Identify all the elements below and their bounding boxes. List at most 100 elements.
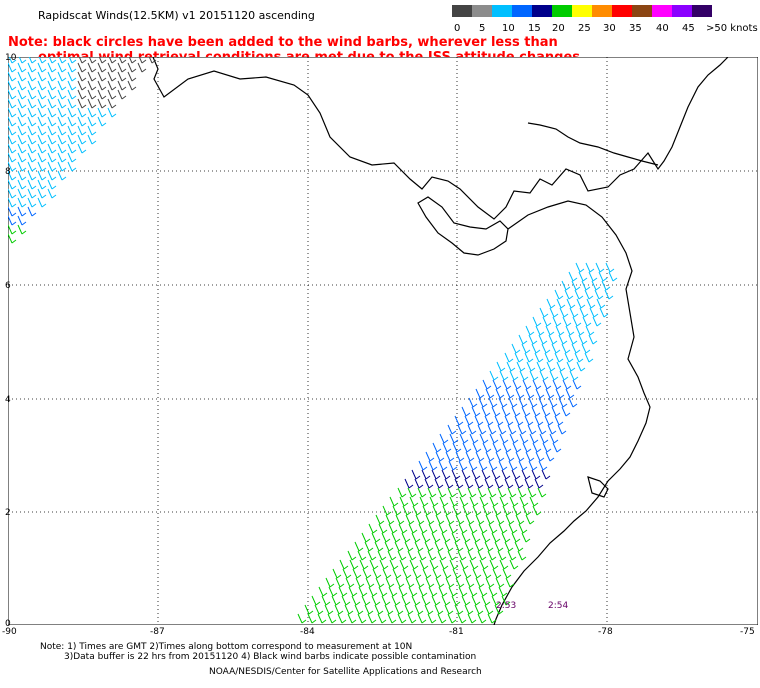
wind-barb [17,143,27,154]
wind-barb [541,406,551,417]
wind-barb [98,57,107,64]
wind-barb [37,170,47,181]
wind-barb [354,604,364,615]
wind-barb [454,478,464,489]
wind-barb [508,460,518,471]
wind-barb [448,523,458,534]
wind-barb [394,541,404,552]
wind-barb [339,559,349,570]
pass-time-1: 2:53 [496,601,517,611]
wind-barb [8,125,17,136]
wind-barb [494,604,504,615]
wind-barb [27,89,37,100]
wind-barb [525,514,535,525]
wind-barb [452,568,462,579]
wind-barb [17,161,27,172]
legend-swatch [512,5,532,17]
wind-barb [404,604,414,615]
wind-barb [57,161,67,172]
wind-barb [57,71,67,82]
wind-barb [481,532,491,543]
wind-barb [586,298,596,309]
wind-barb [8,179,17,190]
wind-barb [57,107,67,118]
wind-barb [481,595,491,606]
wind-barb [77,98,87,109]
wind-barb [428,460,438,471]
wind-barb [515,451,525,462]
wind-barb [506,361,516,372]
wind-barb [17,80,27,91]
wind-barb [499,559,509,570]
wind-barb [452,505,462,516]
wind-barb [408,586,418,597]
wind-barb [391,595,401,606]
wind-barb [428,523,438,534]
wind-barb [499,433,509,444]
wind-barb [459,559,469,570]
wind-barb [27,116,37,127]
wind-barb [77,107,87,118]
wind-barb [538,334,548,345]
wind-barb [18,57,27,64]
wind-barb [535,451,545,462]
wind-barb [519,496,529,507]
wind-barb [337,613,347,624]
wind-barb [27,143,37,154]
wind-barb [527,487,537,498]
wind-barb [455,451,465,462]
wind-barb [484,478,494,489]
wind-barb [448,460,458,471]
wind-barb [87,107,97,118]
wind-barb [479,433,489,444]
wind-barb [462,505,472,516]
legend-swatch [492,5,512,17]
wind-barb [17,188,27,199]
wind-barb [521,532,531,543]
wind-barb [429,496,439,507]
wind-barb [524,352,534,363]
wind-barb [529,370,539,381]
wind-barb [556,298,566,309]
wind-barb [435,514,445,525]
wind-barb [77,80,87,91]
wind-barb [419,559,429,570]
wind-barb [57,125,67,136]
wind-barb [449,433,459,444]
wind-barb [382,505,392,516]
wind-barb [421,469,431,480]
wind-barb [8,89,17,100]
wind-barb [465,577,475,588]
wind-barb [444,478,454,489]
wind-barb [87,116,97,127]
wind-barb [67,89,77,100]
wind-barb [418,460,428,471]
wind-barb [591,280,601,291]
wind-barb [451,469,461,480]
wind-barb [554,415,564,426]
wind-barb [467,550,477,561]
wind-barb [488,586,498,597]
wind-barb [518,523,528,534]
wind-barb [402,505,412,516]
wind-barb [47,98,57,109]
note-line-1: Note: black circles have been added to t… [8,35,558,50]
wind-barb [499,496,509,507]
wind-barb [415,514,425,525]
wind-barb [425,514,435,525]
wind-barb [521,469,531,480]
wind-barb [517,424,527,435]
wind-barb [498,460,508,471]
wind-barb [17,215,27,226]
wind-barb [468,397,478,408]
wind-barb [485,388,495,399]
wind-barb [37,89,47,100]
wind-barb [387,550,397,561]
wind-barb [487,550,497,561]
wind-barb [537,487,547,498]
wind-barb [397,613,407,624]
wind-barb [398,523,408,534]
wind-barb [47,80,57,91]
legend-swatch [472,5,492,17]
wind-barb [457,424,467,435]
